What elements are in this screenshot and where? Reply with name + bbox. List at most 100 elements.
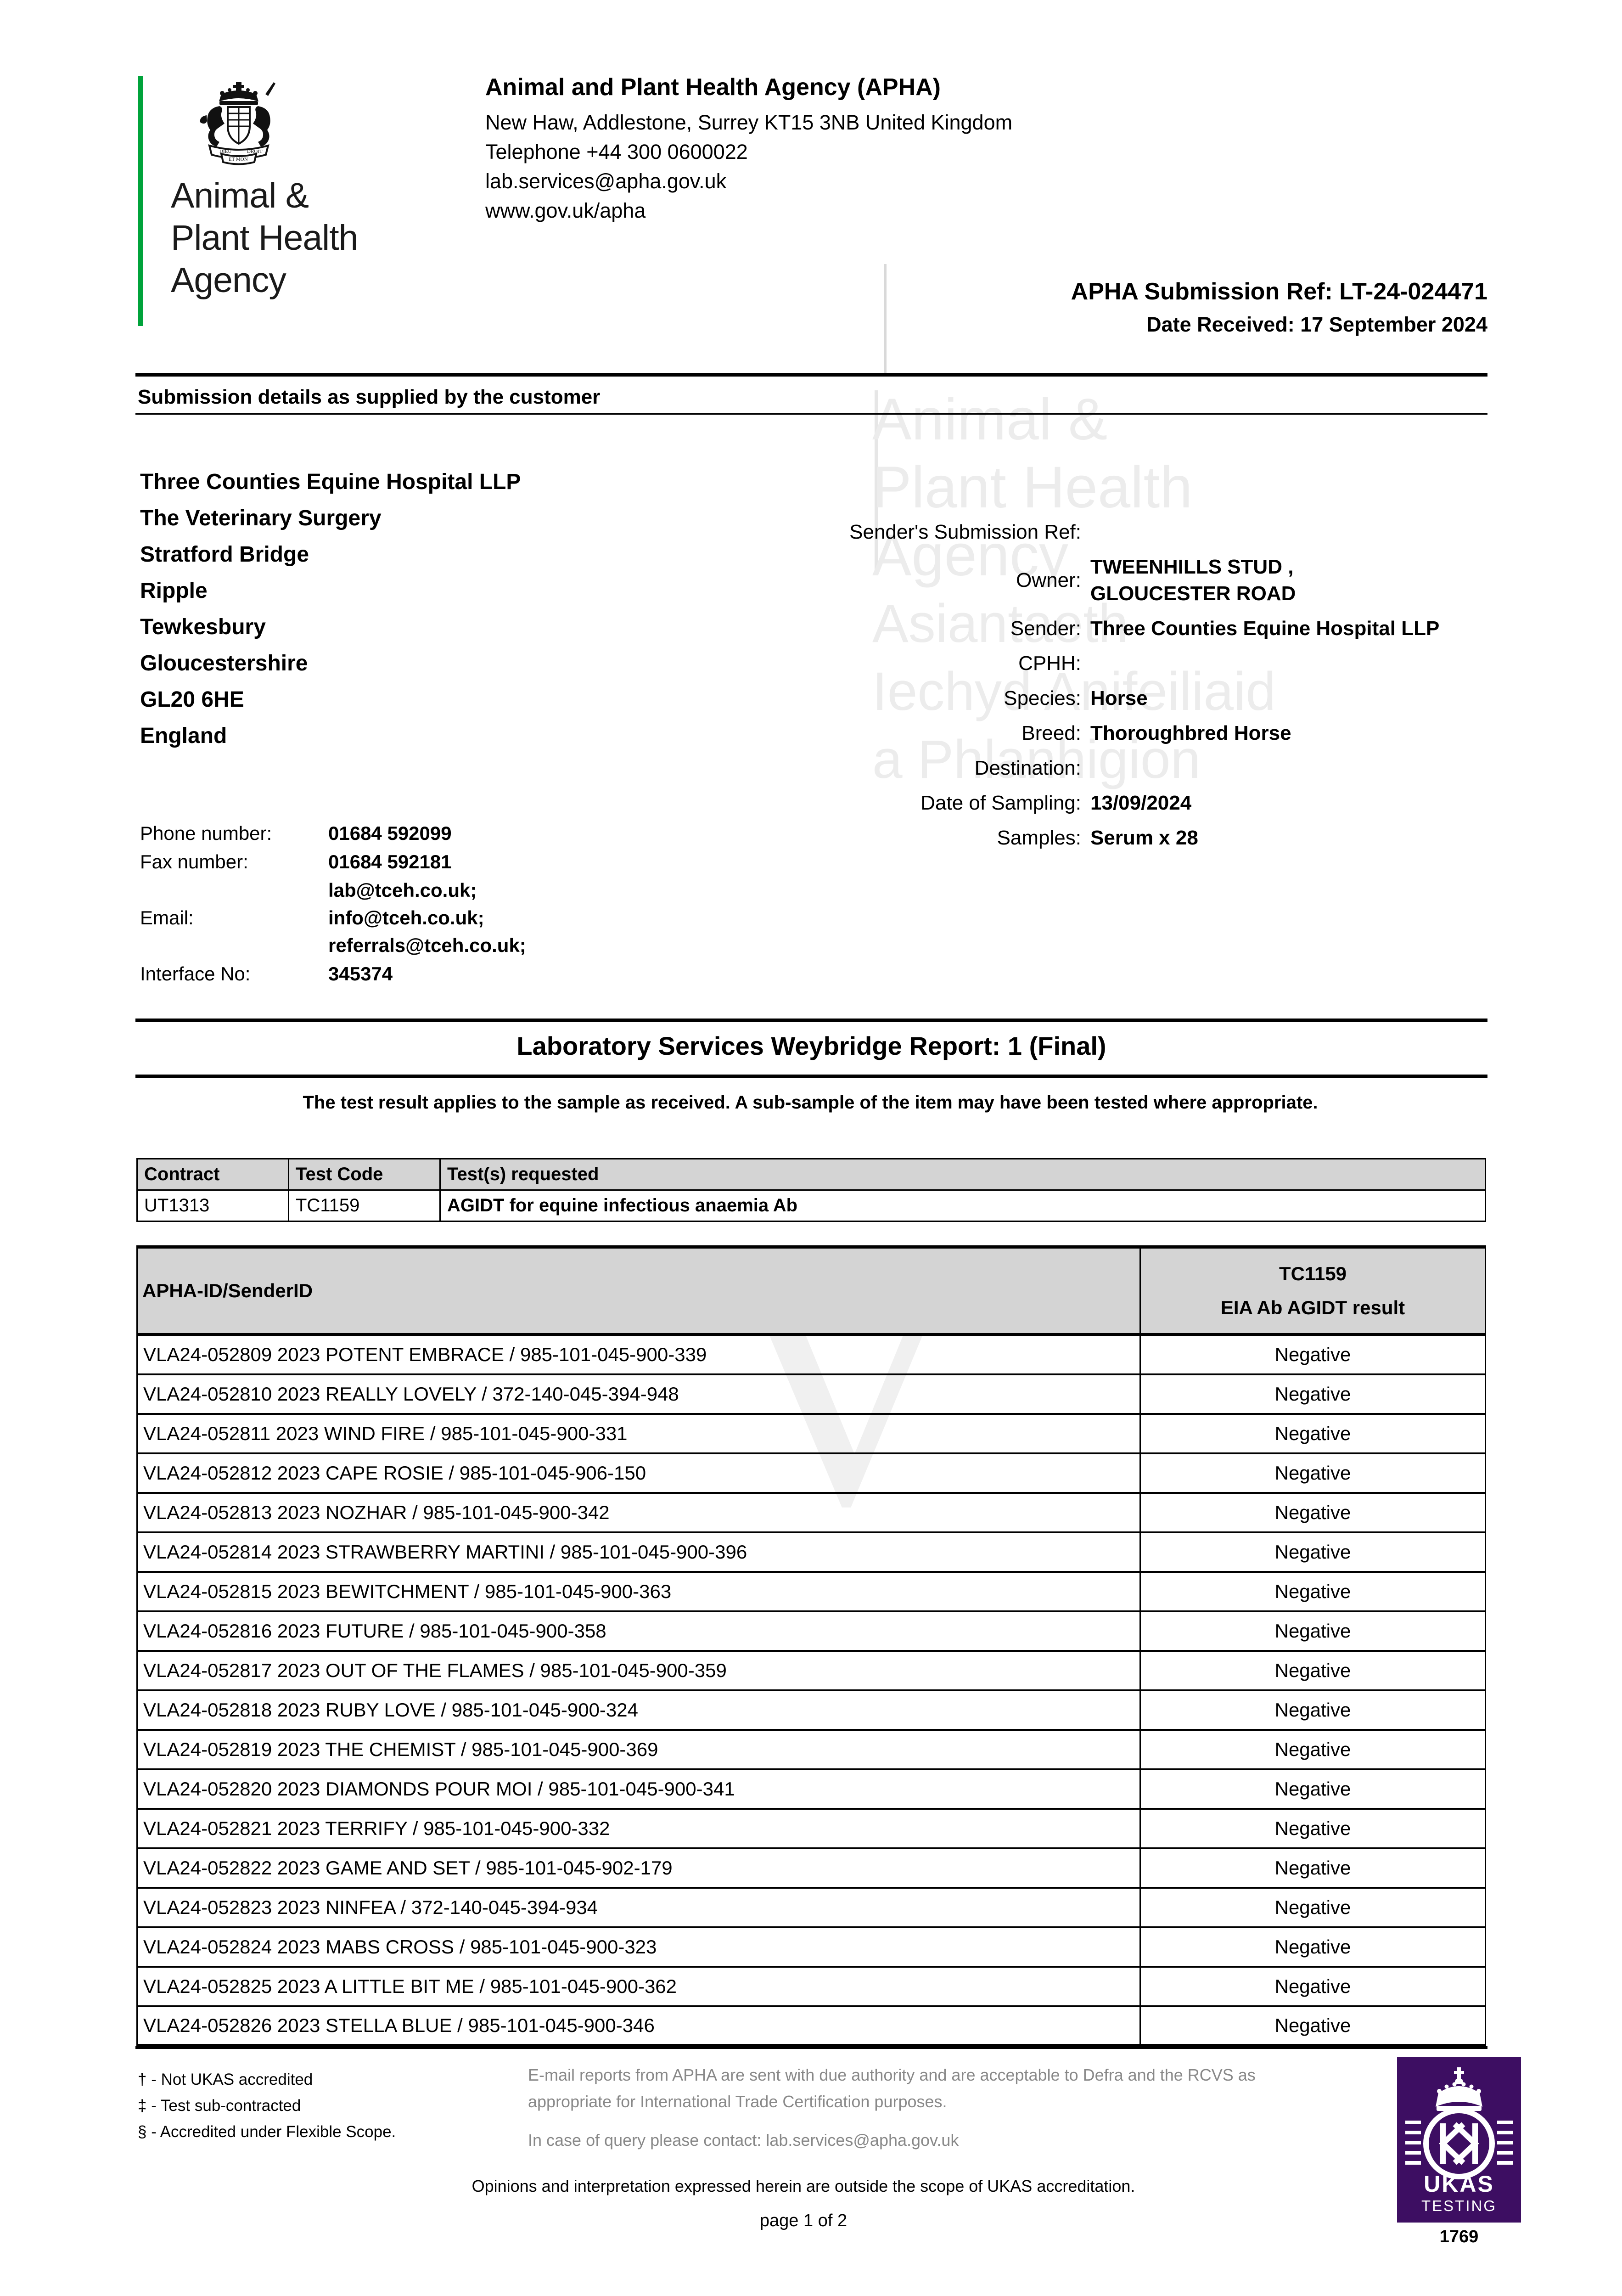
report-title-rule-top [135, 1019, 1487, 1022]
col-tests-requested: Test(s) requested [439, 1158, 1486, 1191]
submission-ref-block: APHA Submission Ref: LT-24-024471 Date R… [886, 276, 1487, 339]
phone-value: 01684 592099 [328, 822, 452, 844]
table-row: UT1313 TC1159 AGIDT for equine infectiou… [136, 1189, 1486, 1222]
table-row: VLA24-052815 2023 BEWITCHMENT / 985-101-… [137, 1571, 1486, 1612]
cell-sample-id: VLA24-052818 2023 RUBY LOVE / 985-101-04… [137, 1690, 1141, 1731]
legend-item: ‡ - Test sub-contracted [138, 2097, 301, 2115]
cell-sample-id: VLA24-052810 2023 REALLY LOVELY / 372-14… [137, 1374, 1141, 1415]
report-note: The test result applies to the sample as… [303, 1092, 1318, 1113]
legend-item: † - Not UKAS accredited [138, 2071, 313, 2088]
footer-opinion-note: Opinions and interpretation expressed he… [471, 2177, 1135, 2195]
address-line: Stratford Bridge [140, 542, 309, 567]
cell-result: Negative [1140, 1334, 1486, 1375]
agency-name: Animal and Plant Health Agency (APHA) [485, 74, 941, 101]
cell-result: Negative [1140, 1453, 1486, 1494]
field-samples: Samples: Serum x 28 [794, 825, 1497, 851]
col-contract: Contract [136, 1158, 289, 1191]
table-header-row: Contract Test Code Test(s) requested [136, 1158, 1486, 1191]
cell-sample-id: VLA24-052812 2023 CAPE ROSIE / 985-101-0… [137, 1453, 1141, 1494]
col-result-code: TC1159 [1279, 1263, 1347, 1284]
field-cphh: CPHH: [794, 650, 1497, 677]
cell-result: Negative [1140, 1690, 1486, 1731]
logo-line-3: Agency [171, 260, 286, 300]
field-label: Species: [1004, 687, 1081, 709]
field-label: Destination: [974, 757, 1081, 779]
address-line: Tewkesbury [140, 615, 266, 639]
field-owner: Owner: TWEENHILLS STUD , GLOUCESTER ROAD [794, 554, 1497, 607]
table-row: VLA24-052824 2023 MABS CROSS / 985-101-0… [137, 1927, 1486, 1968]
field-value: Three Counties Equine Hospital LLP [1090, 617, 1440, 640]
logo-accent-bar [138, 76, 143, 326]
agency-address: New Haw, Addlestone, Surrey KT15 3NB Uni… [485, 111, 1013, 134]
cell-result: Negative [1140, 1769, 1486, 1810]
field-label: Sender's Submission Ref: [849, 521, 1081, 543]
date-received: Date Received: 17 September 2024 [1146, 313, 1487, 336]
spacer [528, 2115, 1263, 2127]
watermark-line-2: Plant Health [872, 455, 1193, 520]
field-label: Sender: [1010, 617, 1081, 640]
logo-line-1: Animal & [171, 176, 309, 215]
apha-submission-ref: APHA Submission Ref: LT-24-024471 [1071, 278, 1487, 305]
cell-result: Negative [1140, 1848, 1486, 1889]
ukas-accreditation-number: 1769 [1439, 2227, 1479, 2246]
interface-value: 345374 [328, 963, 393, 985]
field-date-of-sampling: Date of Sampling: 13/09/2024 [794, 790, 1497, 816]
field-label: Owner: [1016, 569, 1081, 591]
header-rule [135, 373, 1487, 377]
field-breed: Breed: Thoroughbred Horse [794, 720, 1497, 747]
address-line: Ripple [140, 579, 208, 603]
contract-table: Contract Test Code Test(s) requested UT1… [136, 1158, 1486, 1222]
cell-result: Negative [1140, 1492, 1486, 1533]
table-row: VLA24-052811 2023 WIND FIRE / 985-101-04… [137, 1413, 1486, 1454]
ukas-logo-box: UKAS TESTING [1397, 2057, 1521, 2223]
results-header-row: APHA-ID/SenderID TC1159 EIA Ab AGIDT res… [137, 1247, 1486, 1336]
contact-row-email: Email: lab@tceh.co.uk; info@tceh.co.uk; … [140, 877, 645, 959]
phone-label: Phone number: [140, 822, 272, 844]
cell-result: Negative [1140, 1927, 1486, 1968]
cell-sample-id: VLA24-052820 2023 DIAMONDS POUR MOI / 98… [137, 1769, 1141, 1810]
svg-text:DIEU: DIEU [219, 149, 231, 154]
field-value: Thoroughbred Horse [1090, 722, 1291, 744]
ukas-logo-icon [1405, 2067, 1513, 2179]
results-table: APHA-ID/SenderID TC1159 EIA Ab AGIDT res… [136, 1245, 1486, 2047]
customer-address: Three Counties Equine Hospital LLP The V… [140, 464, 521, 754]
cell-sample-id: VLA24-052821 2023 TERRIFY / 985-101-045-… [137, 1808, 1141, 1849]
email-note-query: In case of query please contact: lab.ser… [528, 2131, 959, 2150]
agency-website: www.gov.uk/apha [485, 199, 646, 222]
col-apha-id-senderid: APHA-ID/SenderID [137, 1247, 1141, 1336]
cell-test-code: TC1159 [288, 1189, 441, 1222]
report-title-rule-bottom [135, 1075, 1487, 1078]
royal-coat-of-arms-icon: DIEU DROIT ET MON [200, 82, 275, 165]
field-sender: Sender: Three Counties Equine Hospital L… [794, 615, 1497, 642]
cell-sample-id: VLA24-052824 2023 MABS CROSS / 985-101-0… [137, 1927, 1141, 1968]
field-destination: Destination: [794, 755, 1497, 782]
cell-result: Negative [1140, 1374, 1486, 1415]
watermark-line-1: Animal & [872, 387, 1108, 452]
cell-sample-id: VLA24-052811 2023 WIND FIRE / 985-101-04… [137, 1413, 1141, 1454]
cell-sample-id: VLA24-052815 2023 BEWITCHMENT / 985-101-… [137, 1571, 1141, 1612]
field-value: Serum x 28 [1090, 827, 1198, 849]
contact-row-phone: Phone number: 01684 592099 [140, 820, 645, 847]
header-divider [884, 264, 887, 377]
table-row: VLA24-052816 2023 FUTURE / 985-101-045-9… [137, 1611, 1486, 1652]
table-row: VLA24-052820 2023 DIAMONDS POUR MOI / 98… [137, 1769, 1486, 1810]
cell-result: Negative [1140, 1729, 1486, 1770]
cell-result: Negative [1274, 2014, 1351, 2036]
cell-test-requested: AGIDT for equine infectious anaemia Ab [439, 1189, 1486, 1222]
cell-sample-id: VLA24-052822 2023 GAME AND SET / 985-101… [137, 1848, 1141, 1889]
footer-email-note: E-mail reports from APHA are sent with d… [528, 2062, 1263, 2154]
logo-wordmark: Animal & Plant Health Agency [171, 174, 358, 301]
footnote-legend: † - Not UKAS accredited ‡ - Test sub-con… [138, 2066, 396, 2145]
cell-sample-id: VLA24-052814 2023 STRAWBERRY MARTINI / 9… [137, 1532, 1141, 1573]
agency-email: lab.services@apha.gov.uk [485, 169, 727, 193]
cell-result: Negative [1140, 1966, 1486, 2007]
ukas-wordmark: UKAS [1424, 2171, 1494, 2197]
interface-label: Interface No: [140, 963, 251, 985]
watermark-bar [875, 390, 878, 574]
cell-result: Negative [1140, 1532, 1486, 1573]
table-row: VLA24-052825 2023 A LITTLE BIT ME / 985-… [137, 1966, 1486, 2007]
field-label: Date of Sampling: [920, 792, 1081, 814]
field-label: Breed: [1021, 722, 1081, 744]
cell-sample-id: VLA24-052826 2023 STELLA BLUE / 985-101-… [137, 2006, 1141, 2046]
customer-contact-details: Phone number: 01684 592099 Fax number: 0… [140, 820, 645, 989]
